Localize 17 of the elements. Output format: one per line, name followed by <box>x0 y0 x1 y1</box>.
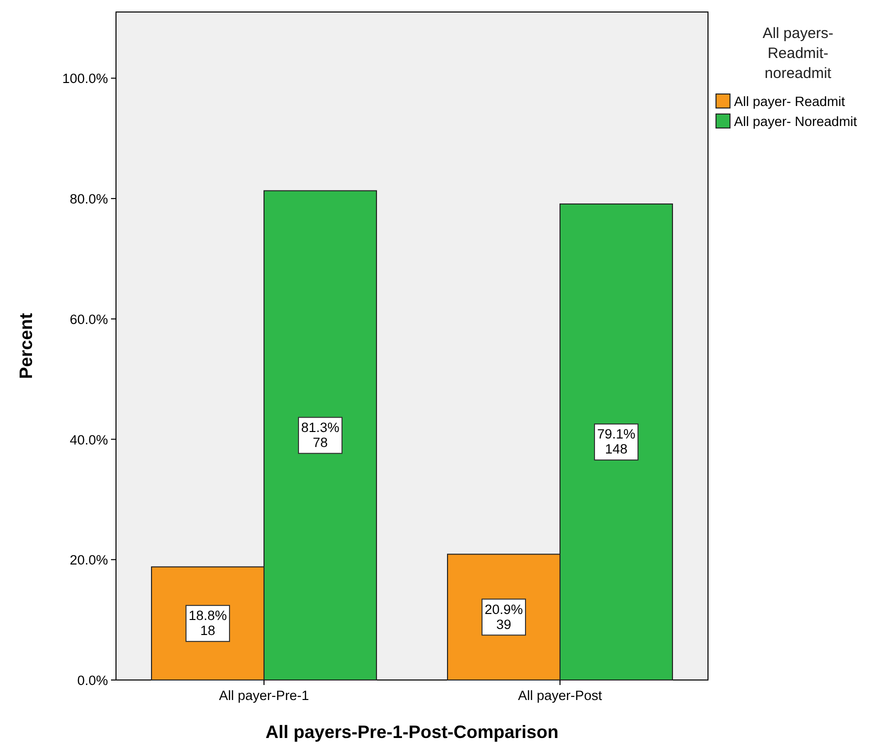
y-tick-label: 0.0% <box>77 673 108 688</box>
legend-title: All payers-Readmit-noreadmit <box>762 25 834 82</box>
data-label: 79.1% 148 <box>597 426 636 457</box>
x-tick-label: All payer-Pre-1 <box>218 688 310 703</box>
y-tick-label: 80.0% <box>70 192 108 207</box>
x-tick-label: All payer-Post <box>518 688 602 703</box>
data-label: 18.8% 18 <box>188 608 227 638</box>
data-label: 20.9% 39 <box>484 602 523 632</box>
legend-label: All payer- Readmit <box>734 94 846 109</box>
y-axis-title: Percent <box>16 312 36 380</box>
x-axis-title: All payers-Pre-1-Post-Comparison <box>265 722 559 742</box>
data-label: 81.3% 78 <box>301 420 340 450</box>
legend-label: All payer- Noreadmit <box>734 114 858 129</box>
y-tick-label: 20.0% <box>70 552 108 568</box>
y-tick-label: 100.0% <box>62 71 108 86</box>
y-tick-label: 40.0% <box>70 432 108 448</box>
y-tick-label: 60.0% <box>70 312 108 327</box>
